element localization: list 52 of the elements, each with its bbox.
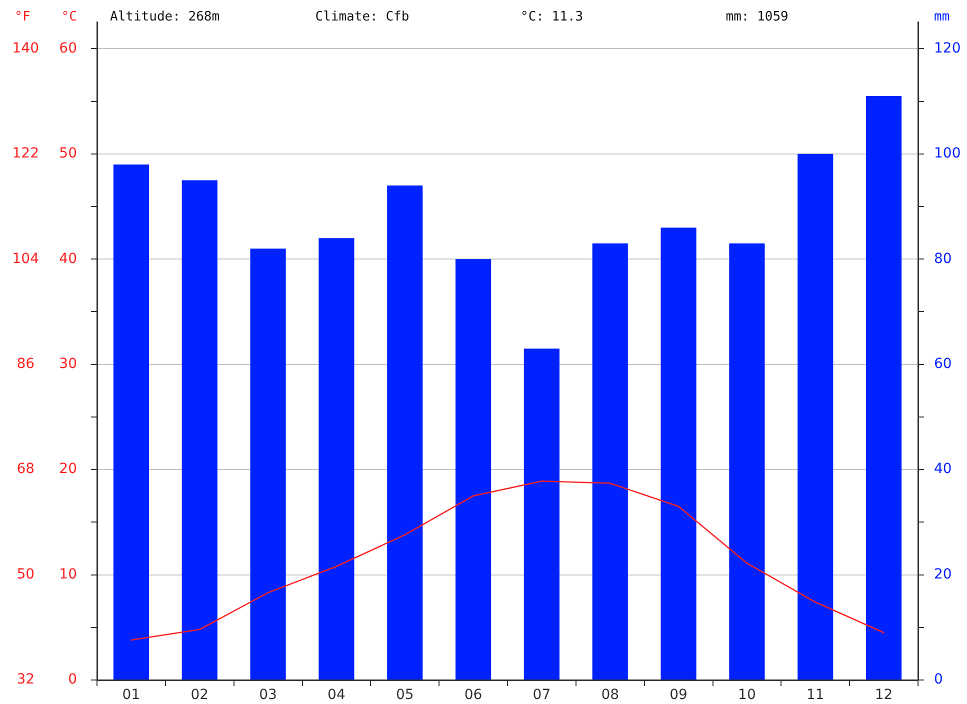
y2-tick-label: 100 — [934, 146, 961, 162]
y-tick-label: 60 — [59, 40, 77, 56]
x-tick-label: 01 — [122, 687, 140, 704]
y2-tick-label: 60 — [934, 356, 952, 372]
y3-tick-label: 140 — [12, 40, 40, 56]
y-axis-title: °C — [61, 9, 77, 24]
annotation: mm: 1059 — [726, 9, 788, 24]
bar — [798, 154, 834, 680]
y-tick-label: 10 — [59, 566, 77, 582]
y3-tick-label: 86 — [16, 356, 35, 372]
bar — [866, 96, 902, 680]
y3-axis-title: °F — [14, 9, 30, 24]
y-tick-label: 20 — [59, 461, 77, 478]
x-tick-label: 03 — [259, 687, 277, 704]
x-tick-label: 07 — [532, 687, 551, 704]
y2-tick-label: 40 — [934, 461, 952, 478]
y-tick-label: 30 — [59, 356, 77, 372]
y3-tick-label: 122 — [12, 146, 40, 162]
y-tick-label: 0 — [68, 672, 77, 688]
y2-tick-label: 80 — [934, 250, 952, 267]
y-tick-label: 50 — [59, 146, 77, 162]
y3-tick-label: 32 — [16, 672, 35, 688]
y3-tick-label: 50 — [16, 566, 35, 582]
y3-tick-label: 68 — [16, 461, 35, 478]
x-tick-label: 12 — [874, 687, 893, 704]
x-tick-label: 02 — [190, 687, 209, 704]
bar — [318, 238, 354, 680]
bar — [182, 180, 218, 680]
x-tick-label: 04 — [328, 687, 346, 704]
bar — [660, 228, 696, 680]
bar — [113, 164, 149, 680]
y3-tick-label: 104 — [12, 250, 40, 267]
bar — [729, 243, 765, 680]
y2-tick-label: 20 — [934, 566, 952, 582]
bar — [524, 348, 560, 680]
x-tick-label: 05 — [396, 687, 414, 704]
y2-tick-label: 120 — [934, 40, 961, 56]
annotation: °C: 11.3 — [520, 9, 584, 24]
bar — [250, 248, 286, 680]
x-tick-label: 09 — [670, 687, 688, 704]
y-tick-label: 40 — [59, 250, 77, 267]
x-tick-label: 11 — [806, 687, 824, 704]
bar — [456, 259, 492, 680]
bar — [592, 243, 628, 680]
y2-tick-label: 0 — [934, 672, 943, 688]
x-tick-label: 10 — [738, 687, 756, 704]
bar — [387, 185, 423, 680]
annotation: Altitude: 268m — [110, 9, 220, 24]
y2-axis-title: mm — [934, 9, 950, 24]
x-tick-label: 06 — [464, 687, 482, 704]
x-tick-label: 08 — [601, 687, 620, 704]
annotation: Climate: Cfb — [315, 9, 410, 24]
